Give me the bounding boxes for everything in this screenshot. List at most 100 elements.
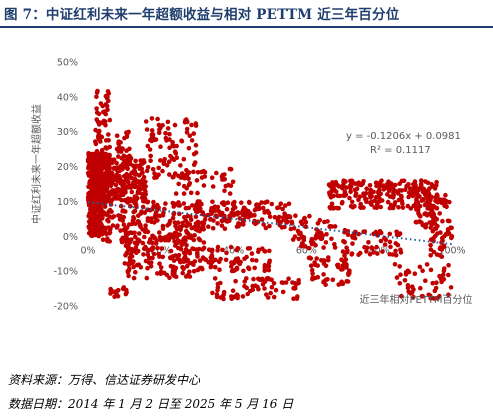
scatter-point	[296, 231, 302, 236]
scatter-point	[121, 153, 127, 159]
scatter-point	[220, 172, 225, 178]
scatter-point	[216, 208, 221, 214]
scatter-point	[139, 166, 145, 172]
x-axis-label: 近三年相对PETTM百分位	[359, 293, 472, 306]
scatter-point	[379, 178, 384, 183]
scatter-point	[175, 220, 181, 225]
scatter-point	[374, 244, 379, 250]
scatter-point	[184, 167, 189, 173]
scatter-point	[398, 247, 403, 252]
scatter-point	[106, 225, 111, 230]
scatter-point	[108, 291, 113, 296]
scatter-point	[158, 271, 164, 276]
scatter-point	[439, 254, 445, 259]
scatter-point	[374, 205, 380, 210]
scatter-point	[336, 282, 342, 287]
scatter-point	[110, 223, 116, 228]
scatter-point	[140, 240, 146, 246]
scatter-point	[159, 246, 165, 251]
scatter-point	[434, 205, 440, 211]
scatter-point	[145, 165, 151, 170]
scatter-point	[96, 122, 102, 127]
scatter-point	[420, 268, 425, 273]
scatter-point	[99, 160, 104, 166]
scatter-point	[165, 223, 170, 228]
scatter-point	[244, 285, 249, 291]
scatter-point	[347, 195, 352, 201]
scatter-point	[262, 248, 267, 254]
scatter-point	[428, 267, 434, 273]
scatter-point	[229, 268, 235, 274]
scatter-point	[200, 266, 205, 272]
scatter-point	[180, 270, 185, 276]
scatter-point	[448, 285, 454, 290]
scatter-point	[449, 225, 454, 231]
scatter-point	[168, 248, 174, 254]
scatter-point	[188, 217, 194, 223]
scatter-point	[339, 184, 345, 190]
scatter-point	[309, 238, 315, 244]
scatter-point	[131, 264, 136, 270]
scatter-point	[230, 288, 236, 294]
scatter-point	[160, 226, 166, 231]
scatter-point	[218, 256, 223, 262]
scatter-point	[295, 294, 300, 299]
scatter-point	[119, 197, 124, 203]
scatter-point	[273, 287, 279, 293]
scatter-point	[393, 253, 399, 258]
scatter-point	[397, 181, 403, 186]
scatter-point	[180, 264, 185, 270]
scatter-point	[245, 246, 251, 251]
scatter-point	[96, 213, 102, 219]
scatter-point	[174, 143, 179, 149]
scatter-point	[380, 249, 385, 254]
scatter-point	[419, 178, 424, 183]
scatter-point	[93, 222, 98, 227]
scatter-point	[148, 264, 154, 269]
scatter-point	[225, 200, 231, 205]
scatter-point	[252, 207, 258, 213]
scatter-point	[332, 224, 338, 229]
scatter-point	[434, 192, 440, 197]
scatter-point	[340, 267, 345, 272]
scatter-point	[396, 205, 401, 210]
scatter-point	[96, 129, 101, 135]
scatter-point	[122, 135, 127, 141]
scatter-point	[184, 242, 189, 248]
scatter-point	[330, 277, 336, 283]
scatter-point	[215, 287, 220, 293]
scatter-point	[157, 261, 162, 266]
scatter-point	[265, 199, 270, 204]
scatter-point	[184, 185, 189, 191]
scatter-point	[121, 222, 127, 228]
scatter-point	[364, 249, 369, 254]
scatter-point	[245, 208, 251, 214]
scatter-point	[339, 257, 344, 262]
scatter-point	[187, 133, 193, 139]
scatter-point	[126, 129, 131, 135]
scatter-point	[406, 269, 412, 275]
scatter-point	[127, 146, 132, 152]
scatter-point	[152, 171, 157, 176]
scatter-point	[417, 213, 422, 218]
scatter-point	[142, 196, 148, 201]
scatter-point	[208, 264, 214, 270]
scatter-point	[148, 158, 153, 163]
scatter-point	[249, 251, 255, 256]
scatter-point	[109, 160, 115, 166]
scatter-point	[422, 202, 428, 208]
scatter-point	[163, 234, 169, 240]
scatter-point	[128, 185, 134, 190]
scatter-point	[136, 219, 142, 225]
scatter-point	[368, 187, 374, 193]
scatter-point	[309, 267, 315, 273]
scatter-point	[111, 214, 117, 219]
scatter-point	[131, 275, 137, 281]
scatter-point	[186, 145, 192, 151]
scatter-point	[201, 240, 207, 245]
scatter-point	[439, 235, 445, 241]
scatter-point	[395, 191, 401, 196]
scatter-point	[89, 217, 95, 222]
scatter-point	[368, 194, 374, 200]
scatter-point	[136, 231, 142, 236]
